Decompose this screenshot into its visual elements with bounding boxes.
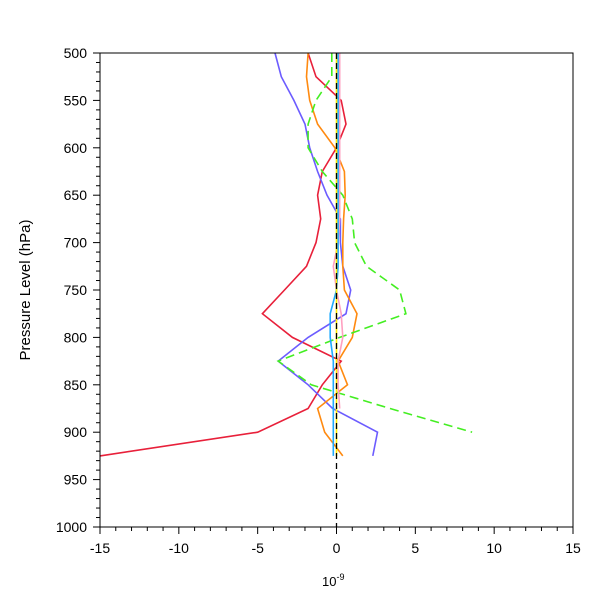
y-tick-label: 700	[64, 235, 88, 251]
y-tick-label: 750	[64, 282, 88, 298]
y-tick-label: 800	[64, 329, 88, 345]
series-line-3	[305, 52, 358, 457]
y-tick-label: 850	[64, 377, 88, 393]
x-axis-label-base: 10	[322, 574, 336, 589]
x-tick-label: -15	[90, 540, 110, 556]
series-line-4	[276, 53, 473, 433]
x-tick-label: 5	[411, 540, 419, 556]
y-tick-label: 500	[64, 45, 88, 61]
y-axis-label: Pressure Level (hPa)	[17, 220, 34, 361]
series-line-2	[274, 52, 379, 457]
y-tick-label: 900	[64, 424, 88, 440]
series-line-6	[329, 53, 339, 456]
series-line-5	[332, 53, 344, 409]
x-tick-label: -10	[169, 540, 189, 556]
y-tick-label: 650	[64, 187, 88, 203]
x-tick-label: -5	[251, 540, 264, 556]
series-line-1	[99, 52, 347, 457]
axis-ticks: -15 -10 -5 0 5 10 15 500 550 600 650 700 750 800 850 90…	[56, 45, 581, 556]
y-tick-label: 600	[64, 140, 88, 156]
y-tick-label: 550	[64, 92, 88, 108]
x-tick-label: 0	[333, 540, 341, 556]
x-tick-label: 10	[486, 540, 502, 556]
x-axis-label-exponent: -9	[336, 572, 344, 582]
x-axis-label: 10-9	[322, 572, 344, 589]
x-tick-label: 15	[565, 540, 581, 556]
series-lines	[99, 52, 473, 527]
y-tick-label: 1000	[56, 519, 87, 535]
y-tick-label: 950	[64, 472, 88, 488]
